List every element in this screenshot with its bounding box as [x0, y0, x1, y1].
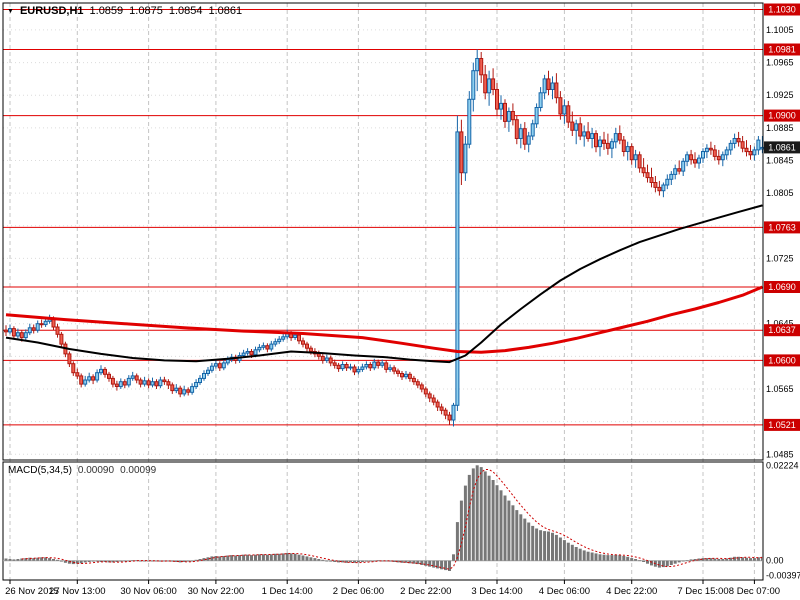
svg-text:1.1005: 1.1005 [766, 25, 794, 35]
chart-dropdown-icon[interactable]: ▼ [7, 8, 14, 15]
svg-text:1.0725: 1.0725 [766, 253, 794, 263]
svg-text:1.0690: 1.0690 [768, 282, 796, 292]
svg-text:2 Dec 22:00: 2 Dec 22:00 [400, 586, 451, 597]
svg-text:7 Dec 15:00: 7 Dec 15:00 [677, 586, 728, 597]
svg-text:1.0981: 1.0981 [768, 45, 796, 55]
svg-text:1.0885: 1.0885 [766, 123, 794, 133]
svg-text:4 Dec 06:00: 4 Dec 06:00 [539, 586, 590, 597]
svg-text:1.0565: 1.0565 [766, 384, 794, 394]
svg-text:1.0763: 1.0763 [768, 222, 796, 232]
symbol-period-label: EURUSD,H1 [19, 5, 84, 17]
macd-axis-labels: 0.02224 0.00 -0.00397 [766, 460, 800, 580]
svg-text:26 Nov 2015: 26 Nov 2015 [5, 586, 59, 597]
svg-text:-0.00397: -0.00397 [766, 571, 800, 581]
ohlc-low-value: 1.0854 [168, 5, 203, 17]
svg-text:30 Nov 22:00: 30 Nov 22:00 [188, 586, 245, 597]
svg-text:1.0600: 1.0600 [768, 355, 796, 365]
macd-signal-line [21, 468, 763, 570]
svg-text:1.0861: 1.0861 [768, 142, 796, 152]
support-resistance-lines[interactable] [3, 9, 763, 426]
svg-text:1.1030: 1.1030 [768, 5, 796, 15]
slow-ma-line[interactable] [5, 285, 763, 354]
macd-histogram [4, 465, 764, 571]
svg-text:4 Dec 22:00: 4 Dec 22:00 [606, 586, 657, 597]
svg-text:2 Dec 06:00: 2 Dec 06:00 [333, 586, 384, 597]
svg-text:1.0485: 1.0485 [766, 449, 794, 459]
main-plot-frame [2, 2, 764, 461]
price-axis-labels: 1.1005 1.0965 1.0925 1.0885 1.0845 1.0805 1.07… [766, 25, 794, 459]
ohlc-open-value: 1.0859 [89, 5, 124, 17]
svg-text:0.00: 0.00 [766, 556, 784, 566]
current-price-badge: 1.0861 [764, 141, 800, 154]
macd-main-value: 0.00090 [77, 465, 115, 476]
svg-text:1.0965: 1.0965 [766, 58, 794, 68]
svg-text:1.0637: 1.0637 [768, 325, 796, 335]
svg-text:8 Dec 07:00: 8 Dec 07:00 [729, 586, 780, 597]
ohlc-high-value: 1.0875 [129, 5, 163, 17]
svg-text:27 Nov 13:00: 27 Nov 13:00 [49, 586, 106, 597]
macd-plot-frame [2, 461, 764, 581]
level-price-badges: 1.10301.09811.09001.07631.06901.06371.06… [764, 3, 800, 431]
svg-text:1.0845: 1.0845 [766, 156, 794, 166]
svg-text:1.0805: 1.0805 [766, 188, 794, 198]
svg-text:1.0645: 1.0645 [766, 319, 794, 329]
svg-text:0.02224: 0.02224 [766, 460, 799, 470]
svg-text:1 Dec 14:00: 1 Dec 14:00 [262, 586, 313, 597]
macd-signal-value: 0.00099 [120, 465, 157, 476]
macd-indicator-label: MACD(5,34,5) [8, 465, 72, 476]
svg-text:1.0900: 1.0900 [768, 111, 796, 121]
svg-text:1.0521: 1.0521 [768, 420, 796, 430]
svg-text:3 Dec 14:00: 3 Dec 14:00 [471, 586, 522, 597]
candles-layer [4, 49, 765, 427]
fast-ma-line[interactable] [5, 204, 763, 364]
svg-text:30 Nov 06:00: 30 Nov 06:00 [120, 586, 177, 597]
ohlc-close-value: 1.0861 [208, 5, 243, 17]
svg-text:1.0925: 1.0925 [766, 90, 794, 100]
macd-header: MACD(5,34,5) 0.00090 0.00099 [8, 465, 156, 476]
chart-header: ▼ EURUSD,H1 1.0859 1.0875 1.0854 1.0861 [7, 5, 242, 17]
